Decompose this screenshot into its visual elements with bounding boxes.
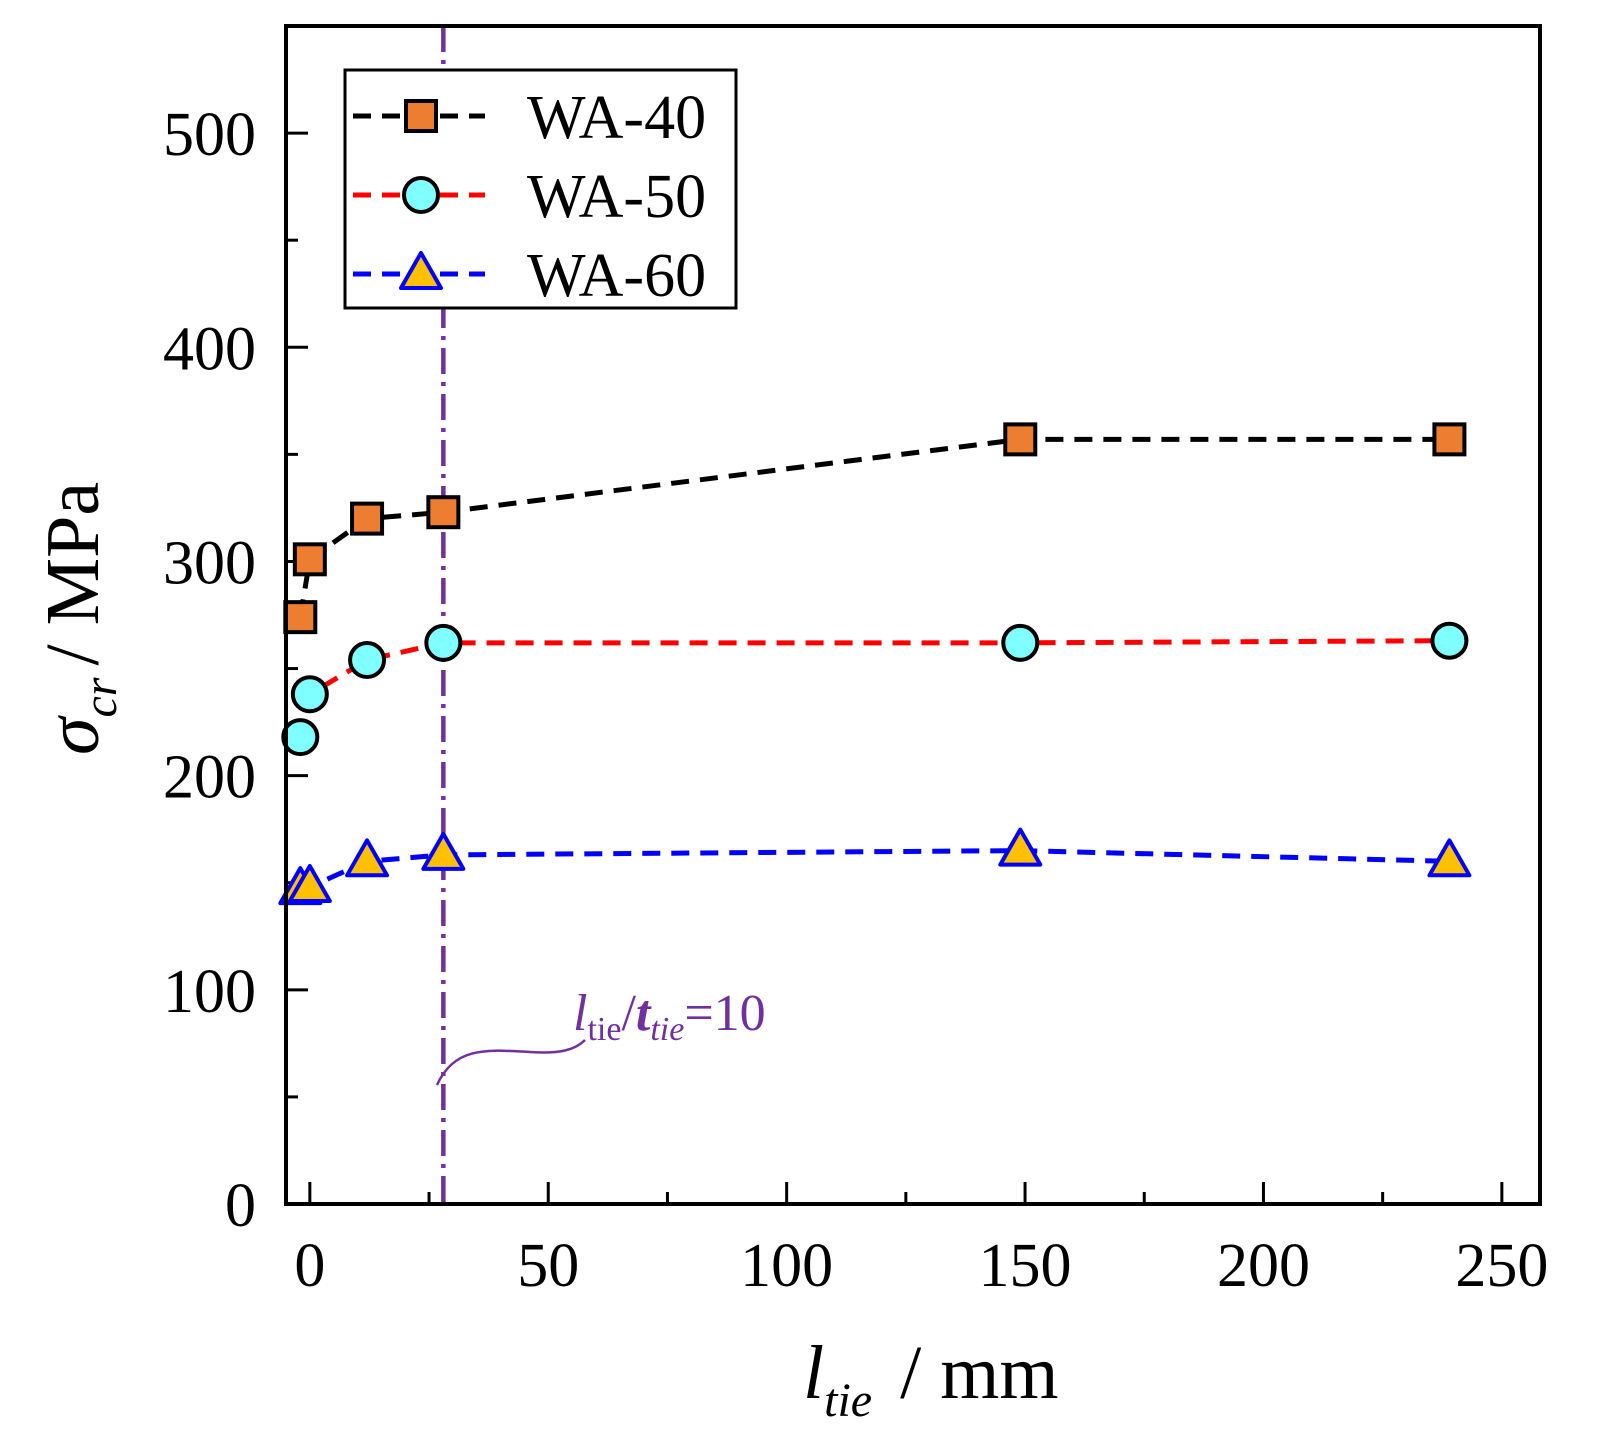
- data-point: [283, 600, 318, 635]
- data-point: [292, 542, 327, 577]
- legend: WA-40 WA-50 WA-60: [343, 68, 738, 310]
- data-point: [348, 640, 387, 679]
- data-point: [426, 495, 461, 530]
- y-tick-label: 0: [225, 1172, 256, 1240]
- annotation-leader: [435, 1039, 586, 1086]
- series-wa-60: [278, 827, 1472, 906]
- x-tick-labels: 0 50 100 150 200 250: [294, 1232, 1548, 1300]
- data-point: [1427, 838, 1472, 878]
- legend-marker: [404, 99, 438, 133]
- data-point: [424, 623, 463, 662]
- series-line: [299, 848, 1450, 892]
- annotation-label: ltie/ttie=10: [573, 985, 766, 1048]
- y-tick-label: 300: [163, 529, 256, 597]
- x-tick-label: 150: [979, 1232, 1072, 1300]
- x-tick-label: 100: [740, 1232, 833, 1300]
- data-point: [287, 864, 332, 904]
- data-point: [1003, 422, 1038, 457]
- legend-items: WA-40 WA-50 WA-60: [353, 84, 706, 310]
- series-line: [297, 638, 1450, 738]
- y-tick-label: 200: [163, 744, 256, 812]
- data-point: [350, 501, 385, 536]
- data-point: [421, 831, 466, 871]
- legend-marker: [402, 176, 440, 214]
- y-tick-label: 100: [163, 958, 256, 1026]
- legend-label: WA-40: [527, 84, 706, 152]
- legend-label: WA-60: [527, 242, 706, 310]
- legend-label: WA-50: [527, 163, 706, 231]
- x-tick-label: 50: [517, 1232, 579, 1300]
- x-tick-label: 0: [294, 1232, 325, 1300]
- data-point: [1432, 422, 1467, 457]
- data-point: [290, 675, 329, 714]
- legend-item-wa-50: WA-50: [353, 163, 706, 231]
- x-tick-label: 200: [1217, 1232, 1310, 1300]
- series-line: [297, 436, 1450, 618]
- legend-item-wa-40: WA-40: [353, 84, 706, 152]
- data-point: [1430, 621, 1469, 660]
- y-tick-label: 500: [163, 101, 256, 169]
- data-point: [1001, 623, 1040, 662]
- series-layer: [278, 422, 1472, 906]
- series-wa-50: [281, 621, 1469, 757]
- y-tick-label: 400: [163, 315, 256, 383]
- series-wa-40: [283, 422, 1467, 635]
- plot-frame: [284, 24, 1542, 1206]
- data-point: [998, 827, 1043, 867]
- data-point: [281, 718, 320, 757]
- data-point: [345, 838, 390, 878]
- y-axis-title: σcr/ MPa: [31, 482, 127, 755]
- x-axis-title: ltie / mm: [803, 1331, 1058, 1427]
- y-tick-labels: 0 100 200 300 400 500: [163, 101, 256, 1240]
- x-tick-label: 250: [1455, 1232, 1548, 1300]
- legend-marker: [399, 251, 443, 290]
- legend-item-wa-60: WA-60: [353, 242, 706, 310]
